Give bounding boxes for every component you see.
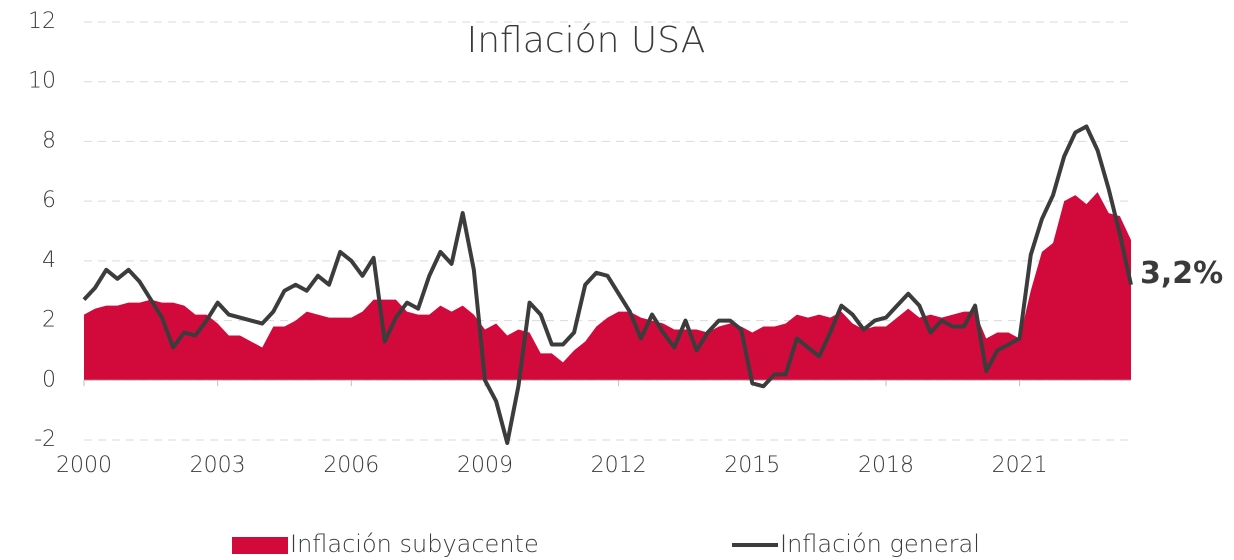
x-tick-label: 2000 — [56, 453, 112, 478]
x-tick-label: 2006 — [323, 453, 379, 478]
y-tick-label: 2 — [42, 308, 56, 333]
y-tick-label: -2 — [34, 427, 56, 452]
y-tick-label: 4 — [42, 248, 56, 273]
legend-label: Inflación subyacente — [290, 530, 539, 558]
end-label: 3,2% — [1140, 256, 1223, 291]
x-tick-label: 2009 — [457, 453, 513, 478]
y-tick-label: 10 — [28, 69, 56, 94]
y-tick-label: 0 — [42, 367, 56, 392]
y-tick-label: 6 — [42, 188, 56, 213]
y-tick-label: 12 — [28, 9, 56, 34]
chart-title: Inflación USA — [467, 20, 706, 61]
line — [82, 124, 1133, 445]
y-tick-label: 8 — [42, 128, 56, 153]
legend-label: Inflación general — [780, 530, 980, 558]
x-tick-label: 2021 — [992, 453, 1048, 478]
x-tick-label: 2012 — [591, 453, 647, 478]
x-tick-label: 2015 — [724, 453, 780, 478]
legend-swatch — [232, 537, 288, 554]
area — [84, 192, 1131, 381]
x-tick-label: 2018 — [858, 453, 914, 478]
x-tick-label: 2003 — [190, 453, 246, 478]
